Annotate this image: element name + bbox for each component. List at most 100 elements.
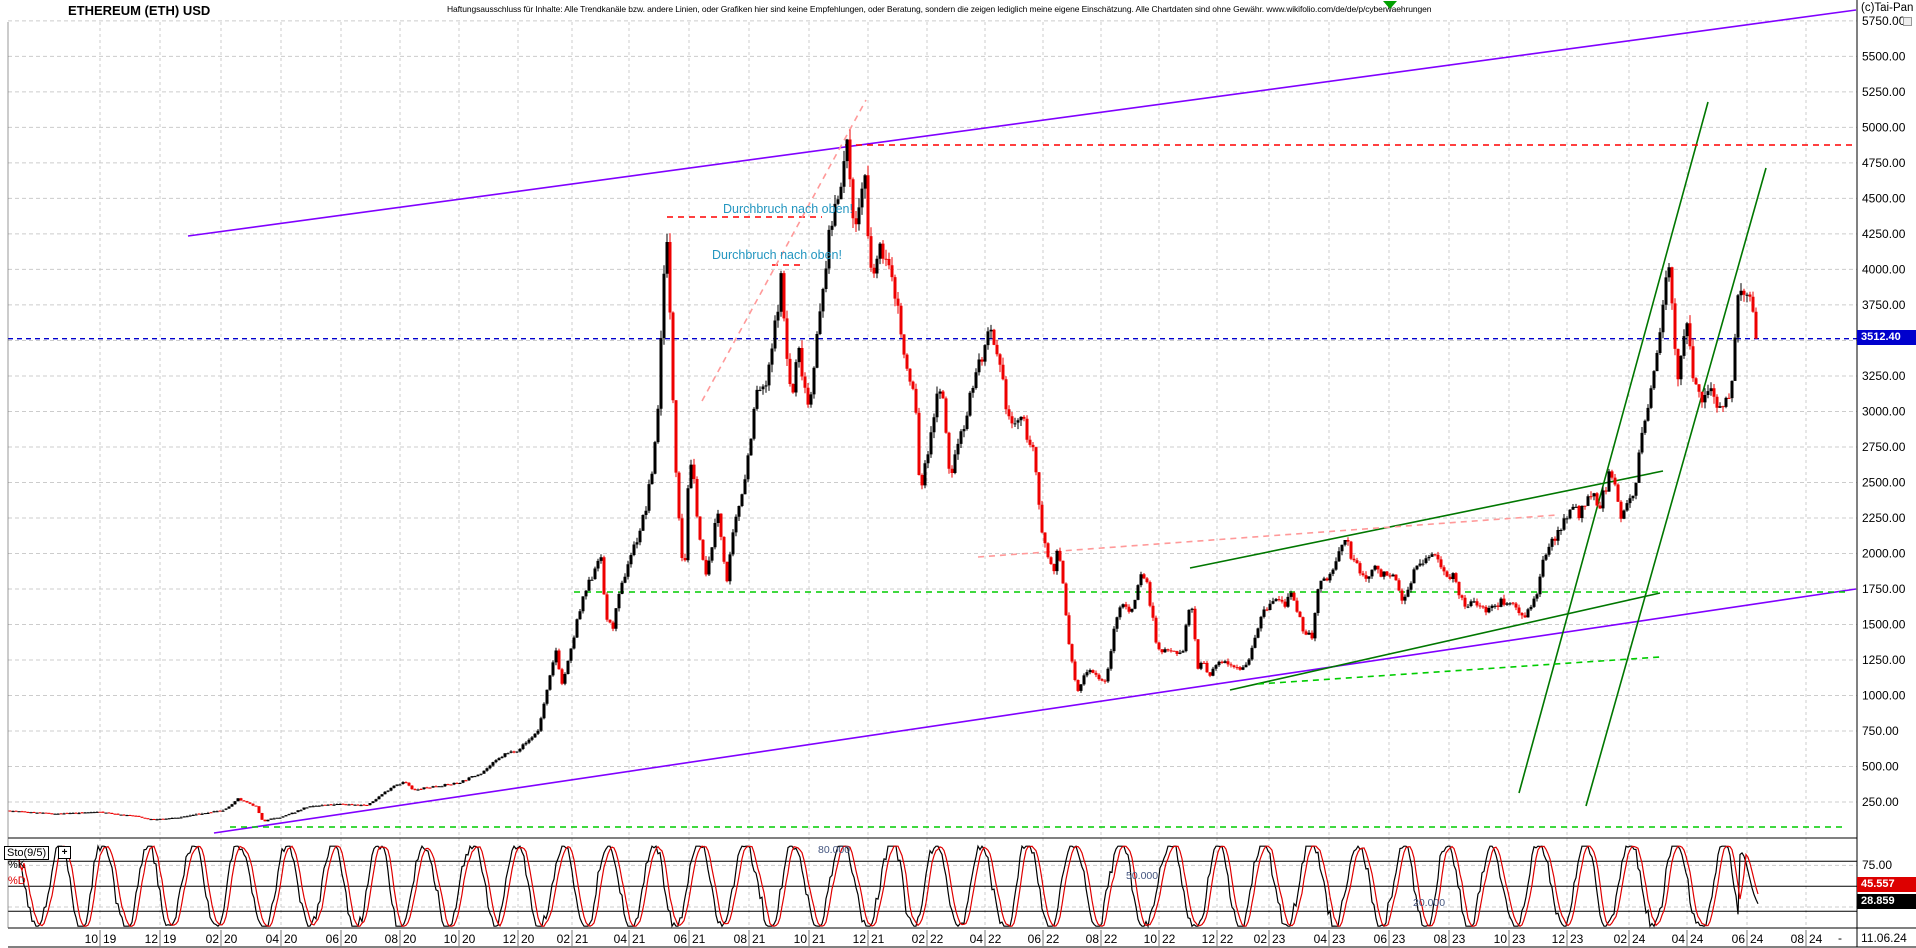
x-tick-month: 12	[145, 932, 159, 946]
x-tick-year: 22	[1220, 932, 1234, 946]
trendlines	[8, 1, 1857, 834]
price-tick-label: 5000.00	[1862, 120, 1906, 134]
price-tick-label: 5500.00	[1862, 49, 1906, 63]
stoch-k-label: %K	[8, 859, 26, 871]
price-tick-label: 2500.00	[1862, 475, 1906, 489]
x-tick-month: 12	[503, 932, 517, 946]
x-tick-year: 21	[752, 932, 766, 946]
violet-channel-lower	[213, 588, 1857, 834]
x-tick-year: 24	[1632, 932, 1646, 946]
stoch-d-label: %D	[8, 875, 26, 887]
x-tick-month: 06	[674, 932, 688, 946]
x-tick-year: 21	[632, 932, 646, 946]
price-tick-label: 4000.00	[1862, 262, 1906, 276]
x-tick-year: 24	[1809, 932, 1823, 946]
x-tick-month: 12	[1552, 932, 1566, 946]
indicator-expand-button[interactable]: +	[58, 846, 71, 859]
chart-title: ETHEREUM (ETH) USD	[68, 3, 211, 18]
x-tick-month: 06	[326, 932, 340, 946]
last-price-box: 3512.40	[1857, 330, 1916, 345]
x-tick-year: 24	[1750, 932, 1764, 946]
stoch-d-line	[17, 845, 1759, 928]
price-tick-label: 250.00	[1862, 795, 1899, 809]
stoch-axis-75-label: 75.00	[1862, 858, 1893, 872]
x-tick-month: 10	[85, 932, 99, 946]
x-tick-month: 06	[1028, 932, 1042, 946]
x-tick-year: 22	[1046, 932, 1060, 946]
x-tick-year: 22	[1162, 932, 1176, 946]
price-tick-label: 1000.00	[1862, 688, 1906, 702]
x-tick-year: 21	[692, 932, 706, 946]
x-tick-year: 23	[1332, 932, 1346, 946]
x-tick-year: 22	[1104, 932, 1118, 946]
x-tick-month: 06	[1732, 932, 1746, 946]
x-tick-month: 04	[614, 932, 628, 946]
x-tick-month: 10	[1144, 932, 1158, 946]
pink-steep-dashed	[701, 99, 867, 402]
gridlines	[8, 20, 1857, 928]
price-tick-label: 1750.00	[1862, 582, 1906, 596]
x-tick-month: 02	[912, 932, 926, 946]
x-tick-month: 02	[1614, 932, 1628, 946]
green-channel-lower	[1229, 592, 1661, 691]
x-tick-month: 08	[734, 932, 748, 946]
stoch-level-80-label: 80.000	[818, 844, 851, 856]
down-triangle-marker	[1383, 1, 1397, 9]
copyright-label: (c)Tai-Pan	[1861, 2, 1914, 14]
axes-and-labels: 5750.00 5500.00 5250.00 5000.00 4750.00 4500.…	[7, 0, 1916, 948]
x-tick-month: 04	[1672, 932, 1686, 946]
price-tick-label: 1250.00	[1862, 653, 1906, 667]
stoch-level-50-label: 50.000	[1126, 870, 1159, 882]
price-tick-label: 2000.00	[1862, 546, 1906, 560]
annotation-breakout-1: Durchbruch nach oben!	[723, 202, 853, 216]
x-tick-year: 20	[284, 932, 298, 946]
x-tick-month: 02	[1254, 932, 1268, 946]
price-tick-label: 3250.00	[1862, 369, 1906, 383]
x-tick-year: 22	[930, 932, 944, 946]
x-tick-month: 08	[1434, 932, 1448, 946]
x-tick-month: 04	[1314, 932, 1328, 946]
x-tick-year: 19	[163, 932, 177, 946]
green-channel-upper	[1189, 470, 1664, 569]
x-tick-month: 08	[1791, 932, 1805, 946]
green-steep-right	[1585, 167, 1767, 807]
x-tick-year: 21	[575, 932, 589, 946]
price-tick-label: 500.00	[1862, 760, 1899, 774]
support-2022-low-dashed	[1257, 656, 1661, 685]
x-tick-year: 20	[462, 932, 476, 946]
x-tick-month: 08	[1086, 932, 1100, 946]
violet-channel-upper	[187, 9, 1857, 237]
stoch-level-20-label: 20.000	[1413, 897, 1446, 909]
price-tick-label: 5750.00	[1862, 14, 1906, 28]
x-tick-month: 12	[1202, 932, 1216, 946]
price-tick-label: 5250.00	[1862, 85, 1906, 99]
x-axis-last-date-label: 11.06.24	[1861, 931, 1907, 945]
candlestick-series	[8, 129, 1758, 822]
price-tick-label: 2250.00	[1862, 511, 1906, 525]
x-tick-month: 12	[853, 932, 867, 946]
stoch-d-value-box: 45.557	[1857, 877, 1916, 892]
x-tick-year: 20	[521, 932, 535, 946]
price-tick-label: 4500.00	[1862, 191, 1906, 205]
price-tick-label: 4250.00	[1862, 227, 1906, 241]
x-tick-year: 20	[224, 932, 238, 946]
x-tick-month: 10	[1494, 932, 1508, 946]
x-tick-year: 23	[1452, 932, 1466, 946]
stoch-k-line	[17, 844, 1759, 929]
x-axis-dash-label: -	[1838, 931, 1842, 945]
resize-handle-icon[interactable]	[1903, 17, 1912, 26]
x-tick-year: 19	[103, 932, 117, 946]
x-tick-year: 20	[344, 932, 358, 946]
x-tick-year: 23	[1392, 932, 1406, 946]
x-tick-month: 08	[385, 932, 399, 946]
x-tick-month: 02	[206, 932, 220, 946]
stoch-k-value-box: 28.859	[1857, 894, 1916, 909]
price-tick-label: 4750.00	[1862, 156, 1906, 170]
x-tick-year: 23	[1512, 932, 1526, 946]
indicator-name-badge[interactable]: Sto(9/5)	[4, 846, 50, 860]
price-tick-label: 750.00	[1862, 724, 1899, 738]
price-tick-label: 3750.00	[1862, 298, 1906, 312]
x-tick-year: 24	[1690, 932, 1704, 946]
x-tick-year: 23	[1570, 932, 1584, 946]
